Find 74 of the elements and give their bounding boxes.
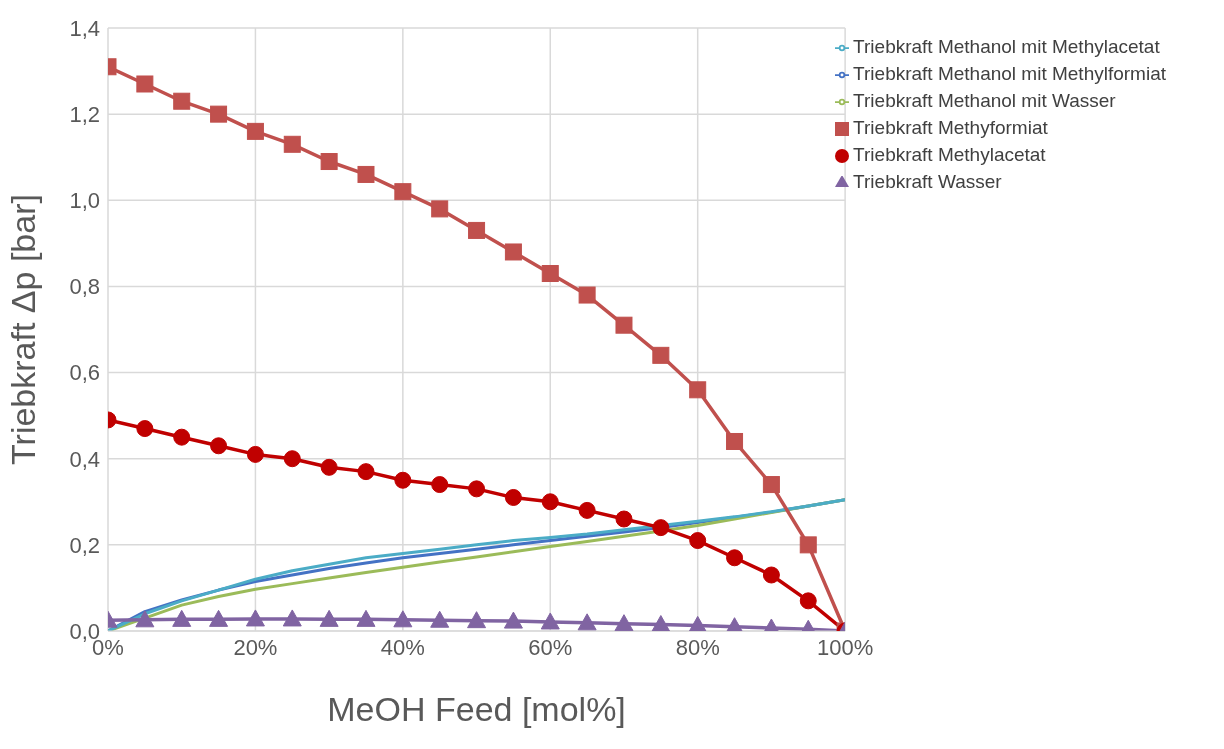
legend-label: Triebkraft Methanol mit Methylacetat — [853, 36, 1160, 57]
point — [726, 549, 744, 567]
x-tick-label: 60% — [528, 634, 573, 660]
point — [503, 611, 523, 629]
point — [578, 501, 596, 519]
y-tick-label: 1,4 — [69, 15, 100, 41]
point — [578, 286, 596, 304]
point — [799, 536, 817, 554]
point — [136, 420, 154, 438]
x-tick-label: 80% — [675, 634, 720, 660]
y-axis-title: Triebkraft Δp [bar] — [4, 194, 43, 465]
point — [615, 510, 633, 528]
y-tick-label: 1,0 — [69, 188, 100, 214]
point — [652, 519, 670, 537]
legend-label: Triebkraft Wasser — [853, 171, 1002, 192]
point — [431, 476, 449, 494]
point — [689, 532, 707, 550]
point — [394, 183, 412, 201]
point — [541, 493, 559, 511]
point — [319, 609, 339, 627]
x-axis-title: MeOH Feed [mol%] — [327, 690, 626, 728]
point — [726, 432, 744, 450]
point — [320, 458, 338, 476]
point — [541, 265, 559, 283]
point — [689, 381, 707, 399]
y-tick-label: 0,8 — [69, 274, 100, 300]
point — [282, 609, 302, 627]
point — [356, 609, 376, 627]
y-tick-label: 1,2 — [69, 101, 100, 127]
point — [283, 450, 301, 468]
legend-label: Triebkraft Methanol mit Wasser — [853, 90, 1116, 111]
point — [246, 122, 264, 140]
point — [136, 75, 154, 93]
point — [504, 243, 522, 261]
point — [357, 165, 375, 183]
point — [431, 200, 449, 218]
point — [320, 153, 338, 171]
y-tick-label: 0,6 — [69, 360, 100, 386]
point — [172, 609, 192, 627]
point — [540, 612, 560, 630]
point — [283, 135, 301, 153]
point — [246, 445, 264, 463]
x-tick-label: 20% — [233, 634, 278, 660]
legend-label: Triebkraft Methyformiat — [853, 117, 1048, 138]
point — [467, 611, 487, 629]
point — [394, 471, 412, 489]
point — [799, 592, 817, 610]
point — [135, 610, 155, 628]
point — [468, 221, 486, 239]
point — [762, 566, 780, 584]
point — [762, 476, 780, 494]
point — [688, 615, 708, 631]
point — [393, 610, 413, 628]
y-tick-label: 0,4 — [69, 446, 100, 472]
point — [504, 488, 522, 506]
point — [357, 463, 375, 481]
x-tick-label: 100% — [816, 634, 874, 660]
point — [615, 316, 633, 334]
point — [210, 437, 228, 455]
point — [614, 614, 634, 631]
point — [210, 105, 228, 123]
legend-label: Triebkraft Methylacetat — [853, 144, 1046, 165]
point — [245, 609, 265, 627]
point — [430, 610, 450, 628]
legend-label: Triebkraft Methanol mit Methylformiat — [853, 63, 1166, 84]
y-tick-label: 0,2 — [69, 532, 100, 558]
x-tick-label: 40% — [380, 634, 425, 660]
point — [209, 609, 229, 627]
point — [577, 613, 597, 631]
point — [173, 92, 191, 110]
point — [652, 346, 670, 364]
point — [468, 480, 486, 498]
point — [173, 428, 191, 446]
point — [651, 615, 671, 631]
